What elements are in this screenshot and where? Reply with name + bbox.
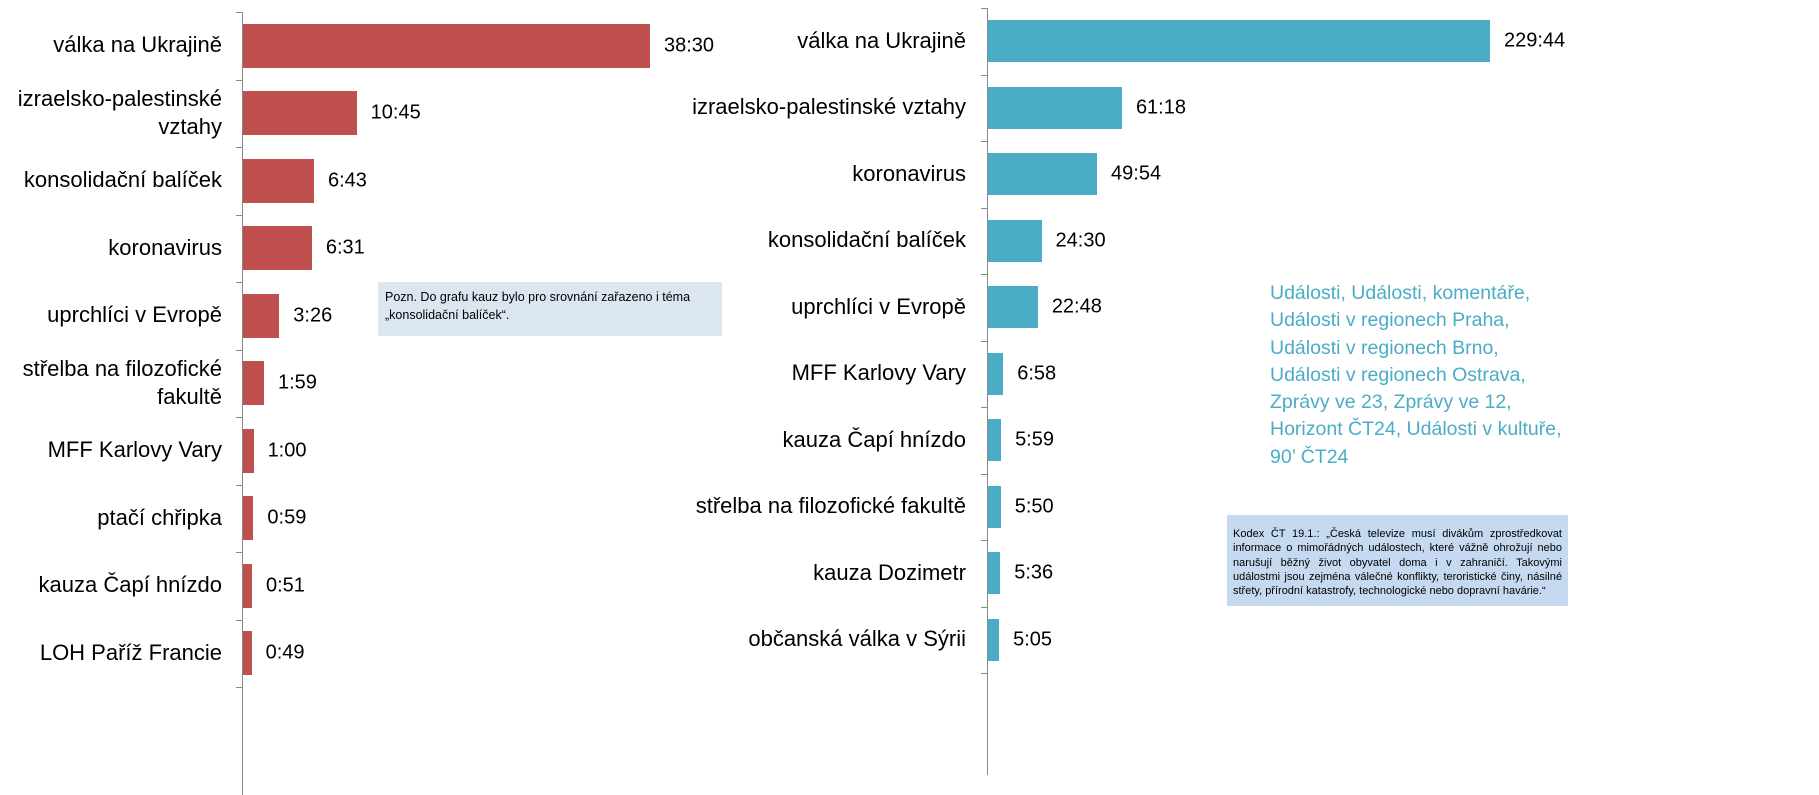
note: Kodex ČT 19.1.: „Česká televize musí div… (1227, 515, 1568, 607)
axis-tick (981, 274, 987, 275)
category-label: konsolidační balíček (23, 167, 222, 193)
axis-tick (236, 147, 242, 148)
value-label: 5:05 (1013, 628, 1053, 651)
bar (988, 86, 1122, 129)
axis-tick (981, 141, 987, 142)
axis-tick (236, 619, 242, 621)
value-label: 1:59 (277, 371, 317, 394)
axis-tick (236, 79, 242, 81)
bar (988, 153, 1098, 196)
bar (988, 618, 1000, 661)
axis-tick (981, 340, 987, 342)
category-label: MFF Karlovy Vary (791, 360, 966, 386)
bar (988, 219, 1042, 262)
category-label: uprchlíci v Evropě (47, 302, 222, 328)
axis-line (242, 12, 243, 795)
category-label: střelba na filozofické fakultě (22, 355, 222, 410)
axis-tick (236, 214, 242, 216)
axis-tick (981, 540, 987, 541)
bar (243, 361, 264, 406)
category-label: LOH Paříž Francie (39, 639, 222, 665)
category-label: koronavirus (108, 234, 222, 260)
category-label: střelba na filozofické fakultě (695, 493, 966, 519)
bar (243, 428, 254, 473)
axis-tick (236, 349, 242, 351)
value-label: 0:49 (265, 641, 305, 664)
axis-tick (981, 8, 987, 9)
bar (988, 286, 1038, 329)
note: Pozn. Do grafu kauz bylo pro srovnání za… (378, 282, 722, 336)
value-label: 38:30 (664, 34, 715, 57)
category-label: MFF Karlovy Vary (47, 437, 222, 463)
axis-tick (981, 606, 987, 608)
bar (988, 352, 1004, 395)
bar (243, 563, 252, 608)
category-label: izraelsko-palestinské vztahy (17, 85, 222, 140)
value-label: 6:58 (1017, 362, 1057, 385)
value-label: 229:44 (1504, 29, 1566, 52)
category-label: konsolidační balíček (767, 227, 966, 253)
value-label: 24:30 (1055, 229, 1106, 252)
category-label: izraelsko-palestinské vztahy (692, 94, 966, 120)
value-label: 5:36 (1014, 561, 1054, 584)
bar (243, 496, 254, 541)
value-label: 3:26 (293, 304, 333, 327)
axis-tick (981, 673, 987, 674)
axis-tick (236, 687, 242, 688)
bar (243, 293, 280, 338)
bar (243, 23, 650, 68)
axis-tick (236, 12, 242, 13)
axis-tick (236, 282, 242, 283)
category-label: válka na Ukrajině (53, 32, 222, 58)
value-label: 5:59 (1015, 428, 1054, 451)
note: Události, Události, komentáře, Události … (1270, 282, 1562, 468)
axis-tick (981, 473, 987, 475)
value-label: 22:48 (1051, 295, 1102, 318)
category-label: kauza Dozimetr (813, 559, 966, 585)
axis-line (987, 8, 988, 775)
value-label: 5:50 (1014, 495, 1054, 518)
category-label: uprchlíci v Evropě (791, 293, 966, 319)
category-label: válka na Ukrajině (797, 27, 966, 53)
value-label: 6:43 (328, 169, 367, 192)
bar (243, 158, 314, 203)
category-label: kauza Čapí hnízdo (782, 426, 966, 452)
value-label: 6:31 (325, 236, 365, 259)
axis-tick (981, 74, 987, 76)
bar (988, 485, 1001, 528)
axis-tick (981, 407, 987, 408)
bar (988, 552, 1001, 595)
category-label: občanská válka v Sýrii (748, 626, 966, 652)
value-label: 0:51 (265, 574, 305, 597)
axis-tick (236, 552, 242, 553)
bar (988, 419, 1002, 462)
category-label: kauza Čapí hnízdo (38, 572, 222, 598)
axis-tick (236, 484, 242, 486)
category-label: ptačí chřipka (97, 504, 222, 530)
axis-tick (981, 207, 987, 209)
value-label: 1:00 (267, 439, 307, 462)
value-label: 61:18 (1135, 96, 1186, 119)
bar (243, 91, 357, 136)
value-label: 10:45 (370, 101, 421, 124)
bar (243, 631, 252, 676)
bar (243, 226, 312, 271)
category-label: koronavirus (852, 160, 966, 186)
value-label: 0:59 (267, 506, 307, 529)
axis-tick (236, 417, 242, 418)
value-label: 49:54 (1111, 162, 1162, 185)
bar (988, 20, 1490, 63)
